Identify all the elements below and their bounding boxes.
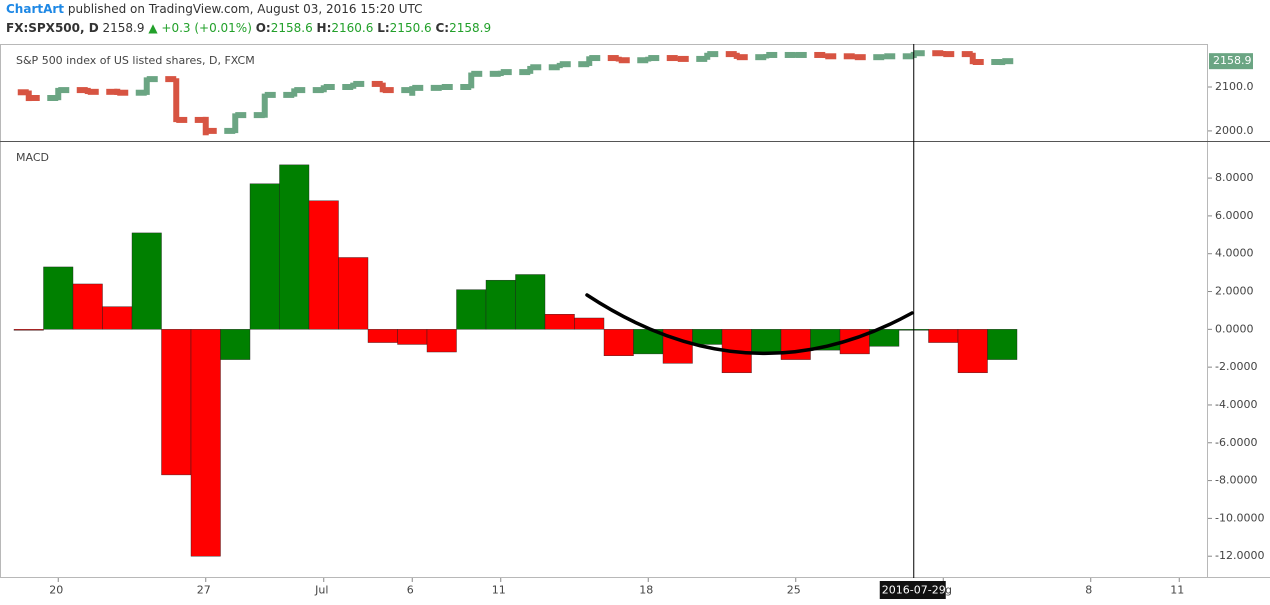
author[interactable]: ChartArt xyxy=(6,2,65,16)
macd-bar xyxy=(751,329,782,353)
y-tick-label: -8.0000 xyxy=(1215,474,1257,487)
axes xyxy=(0,44,1270,578)
macd-bar xyxy=(928,329,959,343)
macd-bar xyxy=(13,329,44,331)
h: 2160.6 xyxy=(331,21,374,35)
macd-bar xyxy=(692,329,723,345)
x-tick-label: 27 xyxy=(197,584,211,597)
macd-bar xyxy=(456,289,487,330)
macd-bar xyxy=(780,329,811,360)
macd-bar xyxy=(279,164,310,330)
last-price-box xyxy=(1209,53,1253,70)
macd-bar xyxy=(308,200,339,330)
x-tick-label: 11 xyxy=(1170,584,1184,597)
macd-bar xyxy=(544,314,575,330)
crosshair-label: 2016-07-29 xyxy=(882,584,946,597)
h-label: H: xyxy=(316,21,332,35)
change: ▲ +0.3 (+0.01%) xyxy=(148,21,252,35)
price-legend: S&P 500 index of US listed shares, D, FX… xyxy=(16,54,255,67)
macd-bar xyxy=(190,329,221,557)
y-tick-label: -2.0000 xyxy=(1215,360,1257,373)
y-tick-label: 2000.0 xyxy=(1215,124,1254,137)
macd-legend: MACD xyxy=(16,151,49,164)
x-tick-label: 8 xyxy=(1085,584,1092,597)
macd-bar xyxy=(367,329,398,343)
x-tick-label: Jul xyxy=(314,584,328,597)
pane-border xyxy=(0,44,1208,578)
macd-bar xyxy=(957,329,988,374)
o-label: O: xyxy=(255,21,271,35)
macd-bar xyxy=(249,183,280,330)
last-price-label: 2158.9 xyxy=(1213,54,1252,67)
macd-bar xyxy=(987,329,1018,360)
x-tick-label: 25 xyxy=(787,584,801,597)
macd-bar xyxy=(102,306,133,330)
last: 2158.9 xyxy=(102,21,145,35)
y-tick-label: 2.0000 xyxy=(1215,285,1254,298)
macd-bar xyxy=(72,283,103,330)
quote-line: FX:SPX500, D 2158.9 ▲ +0.3 (+0.01%) O:21… xyxy=(6,21,491,35)
macd-bar xyxy=(485,279,516,330)
y-tick-label: 8.0000 xyxy=(1215,171,1254,184)
c-label: C: xyxy=(435,21,450,35)
macd-bar xyxy=(397,329,428,345)
macd-bar xyxy=(869,329,900,347)
macd-bar xyxy=(43,266,74,330)
x-tick-label: 6 xyxy=(407,584,414,597)
macd-bar xyxy=(426,329,457,353)
o: 2158.6 xyxy=(270,21,313,35)
y-tick-label: -4.0000 xyxy=(1215,398,1257,411)
price-pane xyxy=(17,50,1014,136)
l: 2150.6 xyxy=(389,21,432,35)
macd-bar xyxy=(515,274,546,330)
y-tick-label: -6.0000 xyxy=(1215,436,1257,449)
x-tick-label: 18 xyxy=(639,584,653,597)
annotation-curve xyxy=(585,293,914,356)
y-tick-label: 6.0000 xyxy=(1215,209,1254,222)
symbol: FX:SPX500, D xyxy=(6,21,99,35)
y-tick-label: 4.0000 xyxy=(1215,247,1254,260)
x-tick-label: 11 xyxy=(492,584,506,597)
l-label: L: xyxy=(377,21,390,35)
y-tick-label: -10.0000 xyxy=(1215,511,1264,524)
c: 2158.9 xyxy=(449,21,492,35)
y-tick-label: 0.0000 xyxy=(1215,322,1254,335)
crosshair: 2016-07-29 xyxy=(879,44,946,599)
macd-pane: Aug xyxy=(13,164,1018,597)
macd-bar xyxy=(161,329,192,476)
macd-bar xyxy=(338,257,369,330)
publish-line: ChartArt published on TradingView.com, A… xyxy=(6,2,423,16)
published: published on TradingView.com, August 03,… xyxy=(67,2,423,16)
y-tick-label: 2100.0 xyxy=(1215,80,1254,93)
macd-bar xyxy=(131,232,162,330)
y-tick-label: -12.0000 xyxy=(1215,549,1264,562)
crosshair-box xyxy=(879,581,946,599)
macd-bar xyxy=(603,329,634,357)
x-tick-label: 20 xyxy=(49,584,63,597)
macd-bar xyxy=(220,329,251,360)
macd-bar xyxy=(574,317,605,330)
